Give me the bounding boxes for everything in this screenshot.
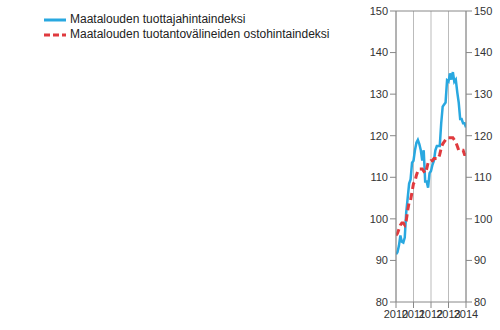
svg-text:2011: 2011	[401, 307, 426, 320]
svg-text:120: 120	[474, 130, 492, 142]
svg-text:2010: 2010	[383, 307, 409, 320]
svg-text:130: 130	[474, 88, 492, 100]
html-text:Maatalouden tuotantovälineiden: Maatalouden tuotantovälineiden ostohinta…	[70, 27, 330, 41]
svg-text:80: 80	[474, 296, 486, 308]
svg-text:2012: 2012	[418, 307, 444, 320]
svg-text:110: 110	[370, 171, 388, 183]
svg-text:110: 110	[474, 171, 492, 183]
svg-text:140: 140	[370, 46, 388, 58]
svg-text:90: 90	[376, 254, 388, 266]
svg-text:150: 150	[370, 5, 388, 17]
svg-text:130: 130	[370, 88, 388, 100]
svg-text:80: 80	[376, 296, 388, 308]
svg-text:120: 120	[370, 130, 388, 142]
html-text:Maatalouden tuottajahintaindek: Maatalouden tuottajahintaindeksi	[70, 12, 246, 26]
svg-text:140: 140	[474, 46, 492, 58]
svg-text:2013: 2013	[436, 307, 461, 320]
svg-text:100: 100	[370, 213, 388, 225]
svg-text:2014: 2014	[454, 308, 478, 320]
svg-text:100: 100	[474, 213, 492, 225]
svg-text:150: 150	[474, 5, 492, 17]
svg-text:90: 90	[474, 254, 486, 266]
